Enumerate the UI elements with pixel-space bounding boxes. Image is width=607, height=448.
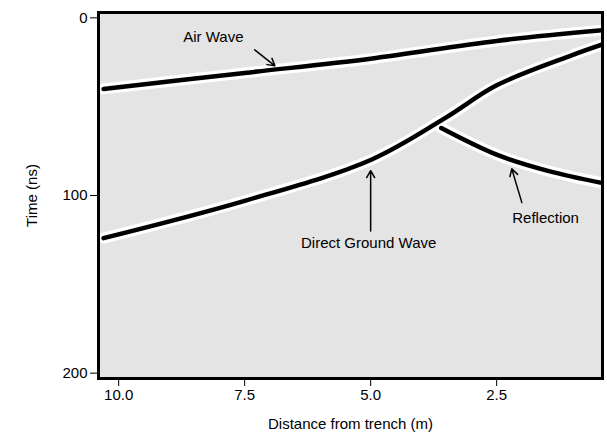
svg-text:Time (ns): Time (ns): [23, 164, 40, 227]
svg-text:2.5: 2.5: [486, 386, 507, 403]
svg-text:Reflection: Reflection: [512, 209, 579, 226]
svg-text:100: 100: [62, 186, 87, 203]
svg-text:Direct Ground Wave: Direct Ground Wave: [301, 234, 436, 251]
svg-text:200: 200: [62, 364, 87, 381]
svg-text:5.0: 5.0: [360, 386, 381, 403]
svg-text:Air Wave: Air Wave: [183, 28, 243, 45]
svg-text:0: 0: [79, 9, 87, 26]
svg-text:Distance from trench (m): Distance from trench (m): [268, 415, 433, 432]
svg-text:10.0: 10.0: [104, 386, 133, 403]
svg-text:7.5: 7.5: [234, 386, 255, 403]
